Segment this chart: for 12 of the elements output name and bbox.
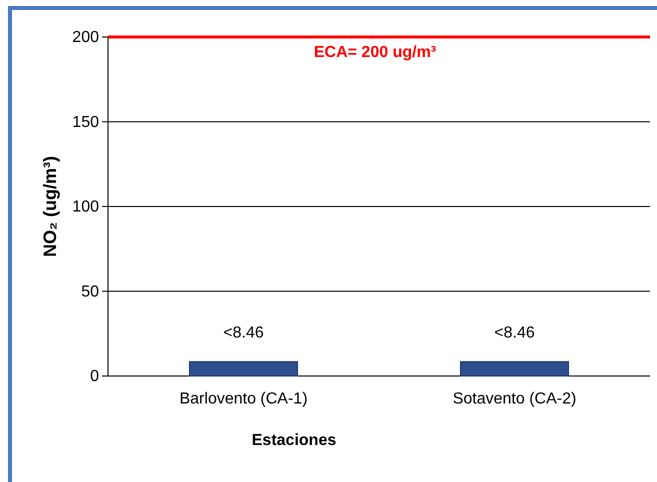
y-tick-label: 200 (72, 29, 100, 46)
y-tick-label: 100 (72, 198, 100, 216)
x-tick-label: Barlovento (CA-1) (179, 390, 308, 408)
x-axis-title: Estaciones (252, 432, 336, 449)
data-label: <8.46 (494, 324, 535, 342)
y-axis-title: NO₂ (ug/m³) (40, 156, 60, 257)
x-tick-label: Sotavento (CA-2) (452, 390, 576, 408)
y-tick-label: 150 (72, 114, 100, 131)
y-tick-label: 0 (90, 368, 100, 386)
y-tick-label: 50 (81, 283, 100, 300)
data-label: <8.46 (223, 324, 264, 342)
ref-line-label: ECA= 200 ug/m³ (314, 44, 436, 61)
